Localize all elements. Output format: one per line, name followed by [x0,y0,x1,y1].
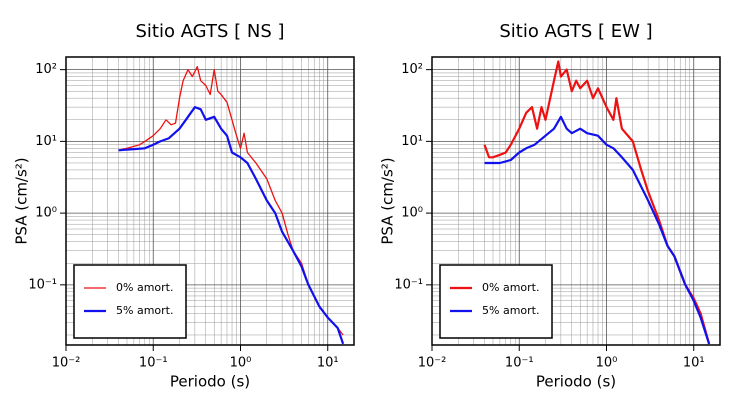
y-tick-label: 10² [35,62,57,77]
y-tick-label: 10⁰ [35,206,57,221]
plot-frame [65,56,355,346]
legend-label: 5% amort. [482,304,539,317]
y-tick-label: 10⁰ [401,206,423,221]
data-line [118,66,344,336]
y-tick-label: 10⁻¹ [28,277,57,292]
plot-frame [431,56,721,346]
chart-title: Sitio AGTS [ NS ] [135,21,284,42]
x-tick-label: 10⁻¹ [505,356,534,371]
x-tick-label: 10⁰ [596,356,618,371]
legend-label: 5% amort. [116,304,173,317]
data-line [483,60,711,345]
x-tick-label: 10¹ [683,356,705,371]
y-tick-label: 10⁻¹ [394,277,423,292]
y-axis-label: PSA (cm/s²) [13,157,31,244]
data-line [118,106,345,345]
y-tick-label: 10² [401,62,423,77]
data-line [484,115,711,345]
x-tick-label: 10⁻² [418,356,447,371]
legend-label: 0% amort. [482,281,539,294]
panel: Sitio AGTS [ NS ] Periodo (s) PSA (cm/s²) 1… [13,21,355,391]
x-axis-label: Periodo (s) [170,373,250,391]
chart-title: Sitio AGTS [ EW ] [499,21,652,42]
x-tick-label: 10¹ [317,356,339,371]
legend-box [439,264,553,339]
legend-label: 0% amort. [116,281,173,294]
x-tick-label: 10⁰ [230,356,252,371]
y-axis-label: PSA (cm/s²) [379,157,397,244]
x-tick-label: 10⁻¹ [139,356,168,371]
y-tick-label: 10¹ [35,134,57,149]
panel: Sitio AGTS [ EW ] Periodo (s) PSA (cm/s²) 1… [379,21,721,391]
y-tick-label: 10¹ [401,134,423,149]
legend-box [73,264,187,339]
x-axis-label: Periodo (s) [536,373,616,391]
x-tick-label: 10⁻² [52,356,81,371]
